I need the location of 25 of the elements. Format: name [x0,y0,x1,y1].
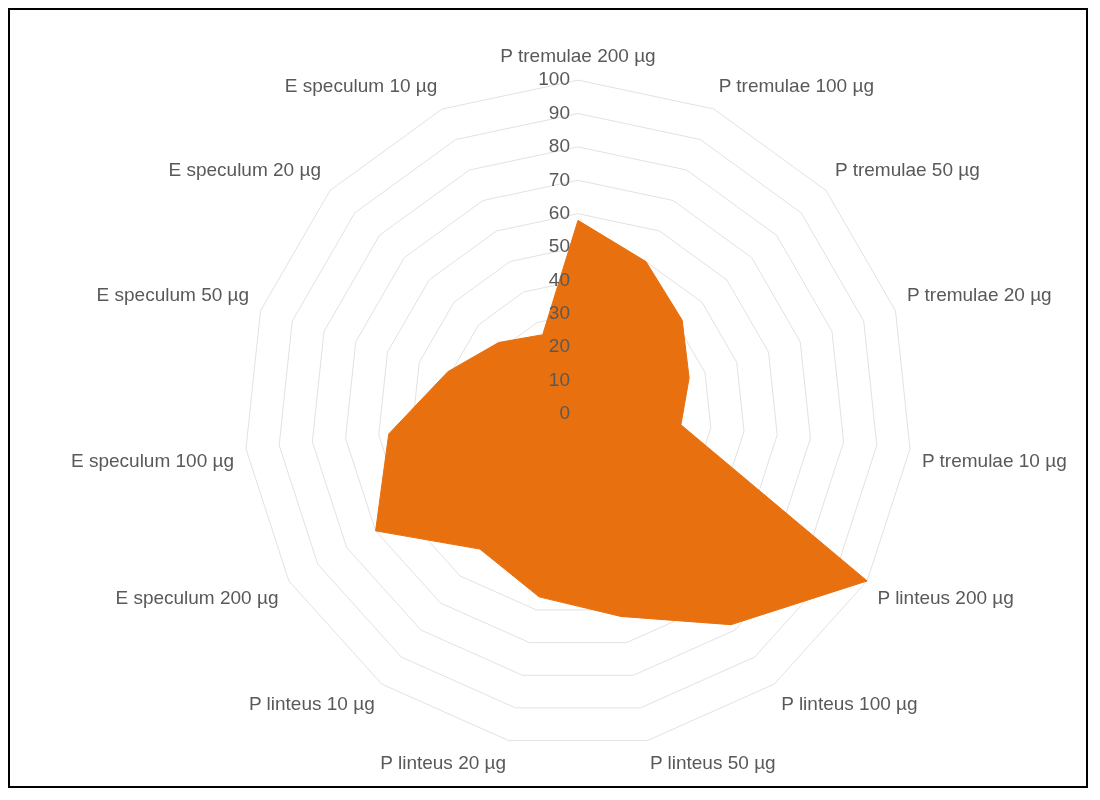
spoke-label: P linteus 50 µg [649,751,776,773]
y-tick-label: 60 [548,201,570,223]
spoke-label: P linteus 100 µg [781,693,918,715]
spoke-label: P tremulae 10 µg [921,449,1067,471]
spoke-label: E speculum 10 µg [284,74,438,96]
spoke-label: P tremulae 200 µg [500,44,656,66]
y-tick-label: 90 [548,101,570,123]
spoke-label: P tremulae 100 µg [718,74,874,96]
y-tick-label: 10 [548,368,570,390]
spoke-label: P linteus 20 µg [380,751,507,773]
y-tick-label: 20 [548,335,570,357]
spoke-label: P tremulae 50 µg [835,159,980,181]
spoke-label: E speculum 100 µg [70,449,235,471]
spoke-label: E speculum 200 µg [115,586,279,608]
y-tick-label: 30 [548,302,570,324]
y-tick-label: 70 [548,168,570,190]
spoke-label: E speculum 50 µg [96,283,250,305]
spoke-label: E speculum 20 µg [168,159,321,181]
spoke-label: P tremulae 20 µg [906,283,1052,305]
y-tick-label: 100 [538,68,570,90]
y-tick-label: 0 [559,402,570,424]
y-tick-label: 80 [548,135,570,157]
spoke-label: P linteus 200 µg [877,586,1014,608]
spoke-label: P linteus 10 µg [248,693,375,715]
y-tick-label: 50 [548,235,570,257]
